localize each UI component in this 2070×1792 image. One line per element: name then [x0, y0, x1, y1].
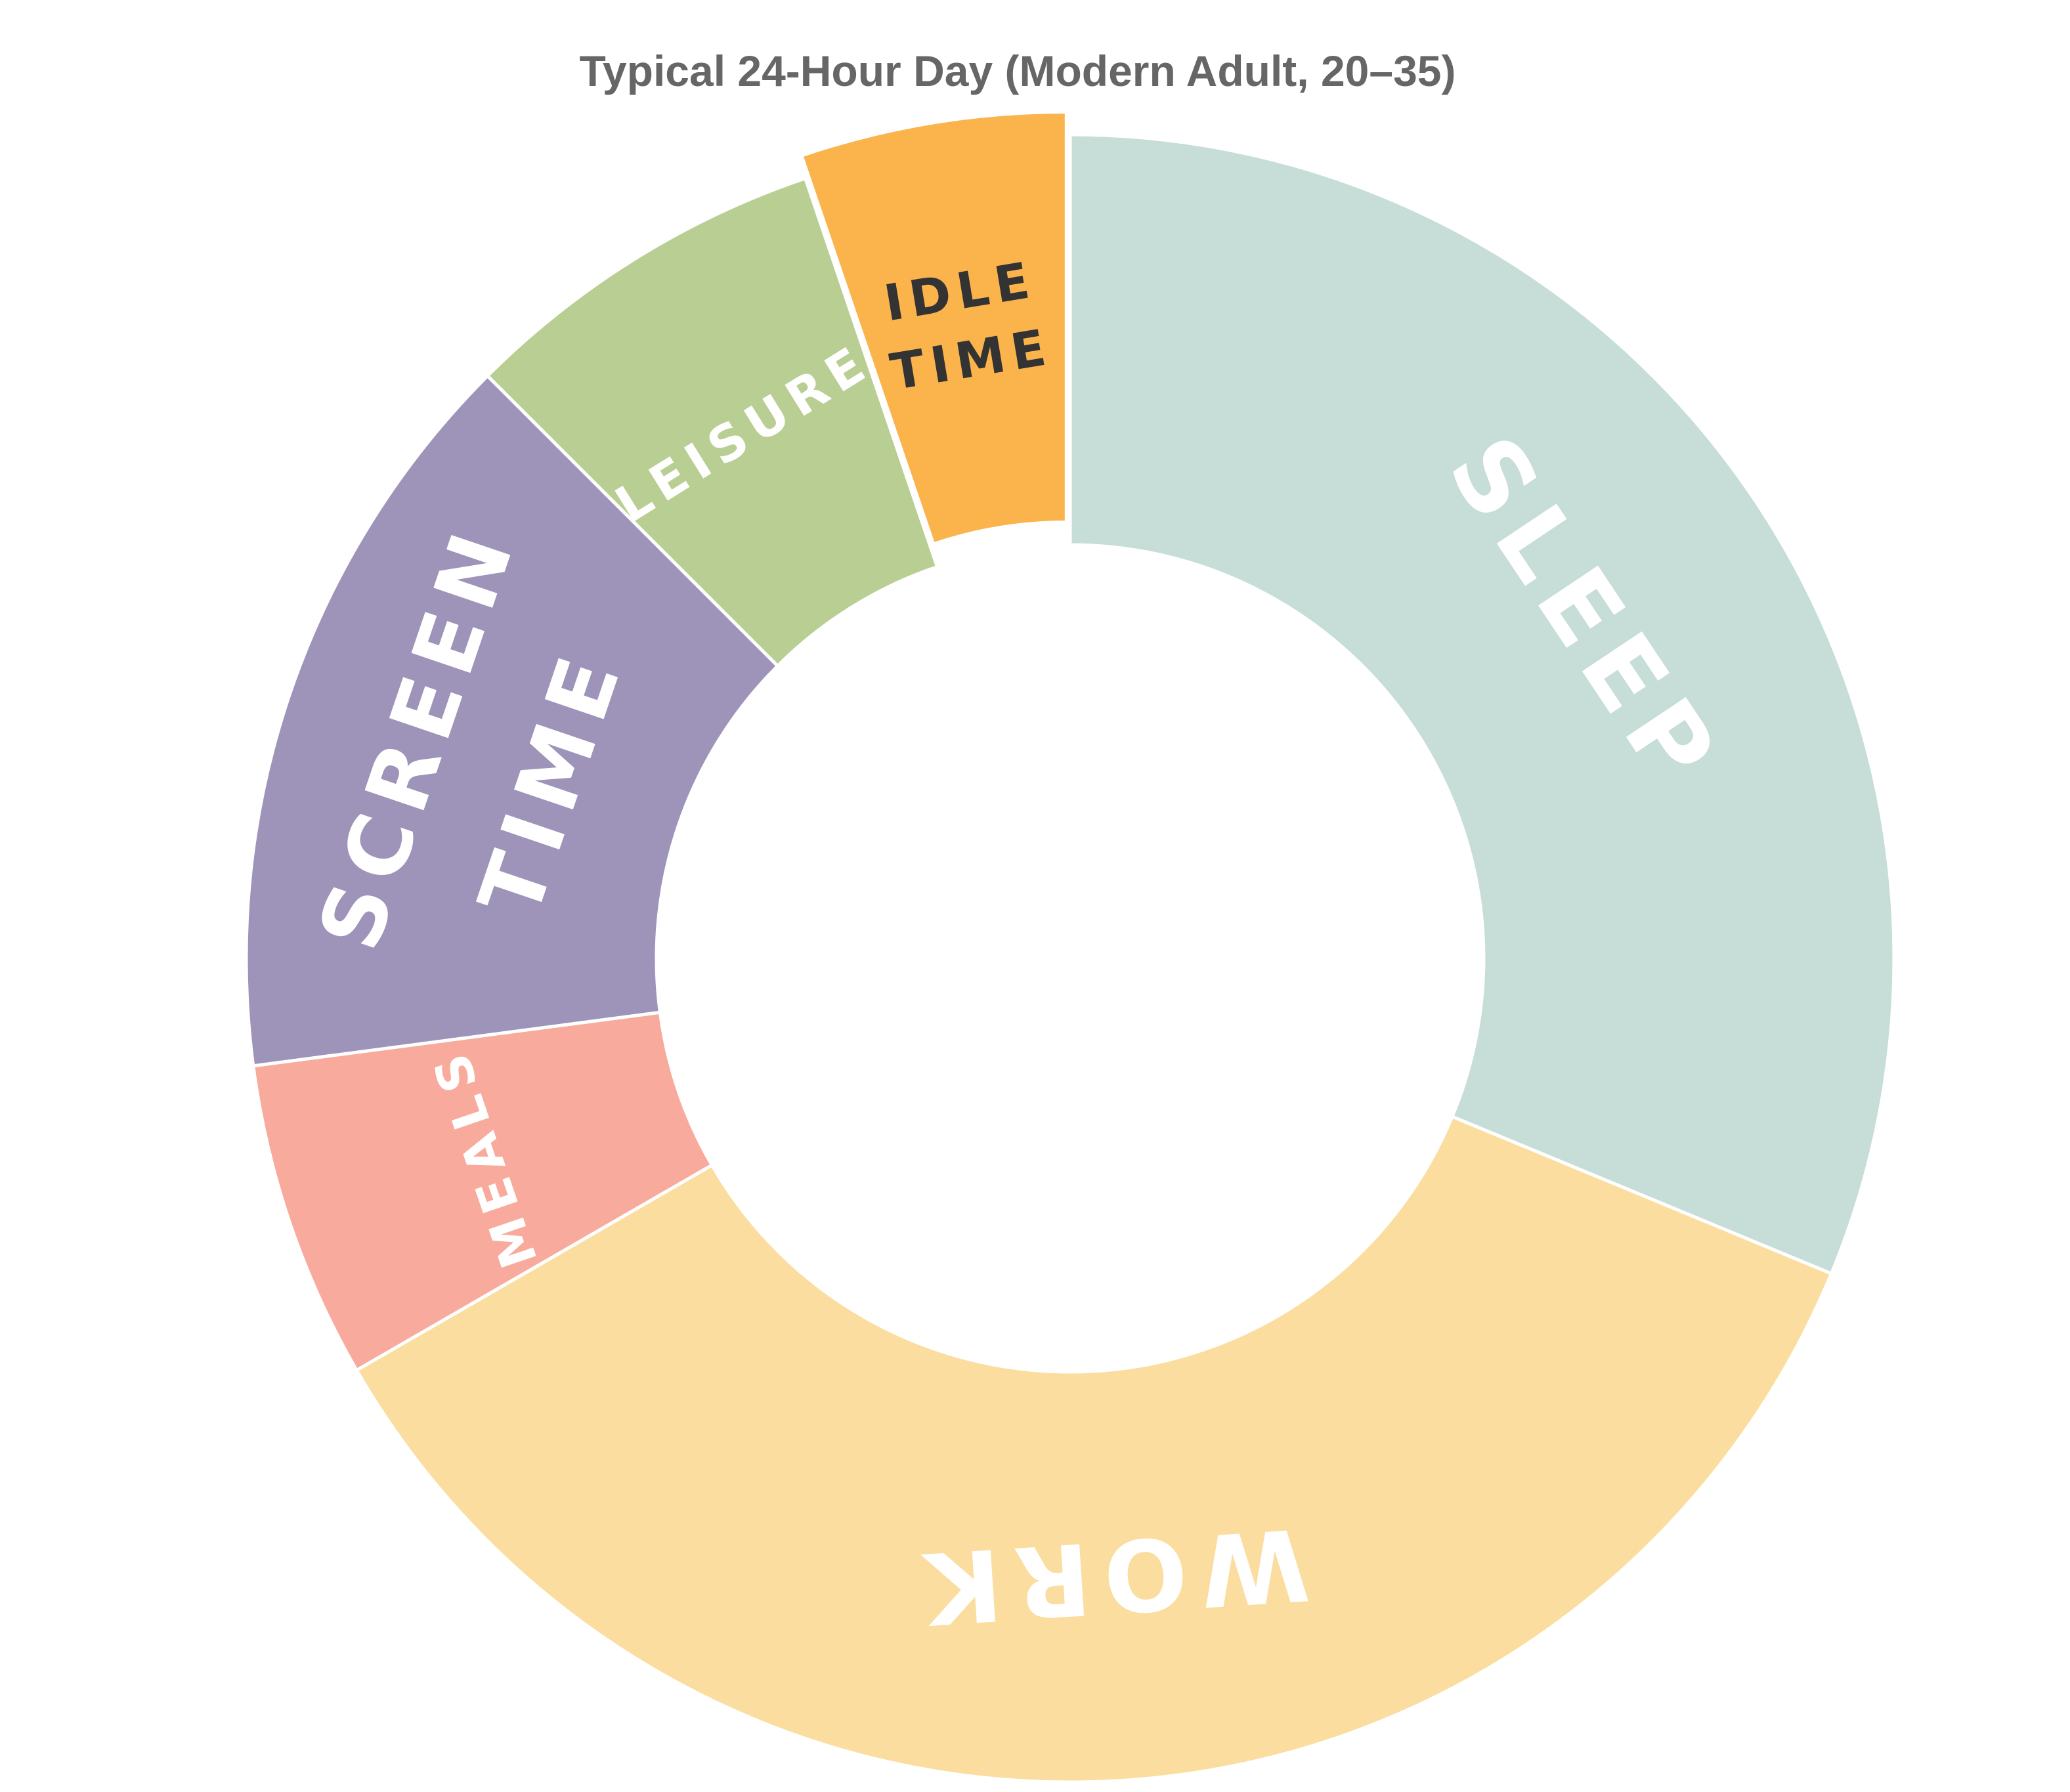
slice-work: [354, 1114, 1834, 1784]
slice-sleep: [1068, 133, 1896, 1276]
slice-meals: [251, 1010, 714, 1373]
slice-label-line: WORK: [909, 1506, 1312, 1646]
slices-group: [244, 110, 1896, 1784]
slice-idle-time: [799, 110, 1068, 547]
slice-leisure: [485, 176, 939, 669]
chart-title: Typical 24-Hour Day (Modern Adult, 20–35…: [579, 47, 1456, 95]
slice-label-work: WORK: [909, 1506, 1312, 1646]
slice-screen-time: [244, 373, 781, 1068]
